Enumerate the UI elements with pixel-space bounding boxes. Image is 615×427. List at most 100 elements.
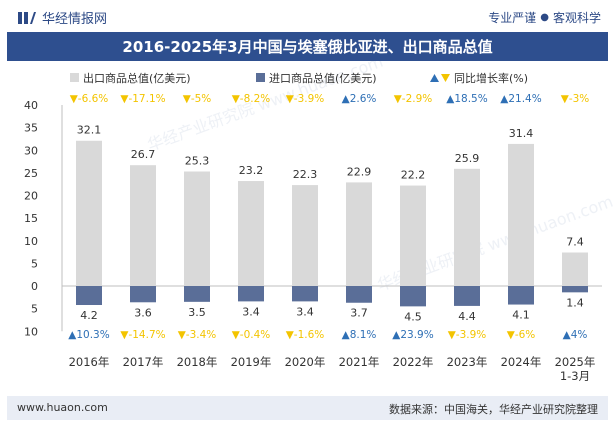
x-tick-label: 2021年 [339, 355, 380, 369]
import-growth-label: ▼-0.4% [232, 329, 271, 341]
export-bar[interactable] [292, 185, 318, 286]
export-bar[interactable] [562, 252, 588, 286]
brand[interactable]: 华经情报网 [18, 8, 107, 27]
website-link[interactable]: www.huaon.com [17, 401, 108, 414]
chart-title-bar: 2016-2025年3月中国与埃塞俄比亚进、出口商品总值 [7, 32, 608, 61]
export-growth-label: ▲21.4% [500, 93, 541, 105]
import-bar[interactable] [454, 286, 480, 306]
export-bar[interactable] [508, 143, 534, 286]
export-growth-label: ▼-6.6% [70, 93, 109, 105]
import-growth-label: ▲4% [563, 329, 588, 341]
y-tick-label: 20 [24, 190, 38, 203]
import-bar[interactable] [184, 286, 210, 302]
import-growth-label: ▼-1.6% [286, 329, 325, 341]
import-bar[interactable] [562, 286, 588, 293]
x-tick-label: 2017年 [123, 355, 164, 369]
import-bar[interactable] [76, 286, 102, 306]
y-tick-label: 10 [24, 325, 38, 338]
export-value-label: 32.1 [77, 124, 102, 137]
import-bar[interactable] [400, 286, 426, 307]
bars [76, 140, 588, 307]
import-growth-label: ▼-14.7% [120, 329, 165, 341]
export-bar[interactable] [184, 171, 210, 286]
slogan-left: 专业严谨 [488, 11, 537, 25]
legend-import-swatch [256, 73, 265, 82]
y-tick-label: 15 [24, 212, 38, 225]
import-value-label: 4.5 [404, 310, 422, 323]
slogan-separator: ● [540, 12, 549, 23]
y-tick-label: 30 [24, 144, 38, 157]
legend-growth-label: 同比增长率(%) [454, 71, 528, 85]
export-bar[interactable] [400, 185, 426, 286]
y-tick-label: 10 [24, 235, 38, 248]
export-growth-label: ▼-5% [183, 93, 212, 105]
export-value-label: 22.2 [401, 169, 426, 182]
chart: 华经产业研究院 www.huaon.com 华经产业研究院 www.huaon.… [24, 61, 615, 383]
export-value-label: 7.4 [566, 236, 584, 249]
x-tick-label: 2018年 [177, 355, 218, 369]
export-growth-label: ▼-3% [561, 93, 590, 105]
x-tick-label: 2016年 [69, 355, 110, 369]
export-growth-label: ▼-3.9% [286, 93, 325, 105]
y-tick-label: 35 [24, 122, 38, 135]
export-growth-label: ▼-17.1% [120, 93, 165, 105]
export-bar[interactable] [346, 182, 372, 286]
export-bar[interactable] [238, 181, 264, 286]
x-tick-label: 2022年 [393, 355, 434, 369]
export-value-label: 26.7 [131, 148, 156, 161]
x-tick-label: 2023年 [447, 355, 488, 369]
legend-down-arrow-icon [441, 74, 450, 82]
y-tick-label: 0 [31, 280, 38, 293]
watermark: 华经产业研究院 www.huaon.com 华经产业研究院 www.huaon.… [145, 61, 615, 295]
footer: www.huaon.com 数据来源：中国海关，华经产业研究院整理 [7, 396, 608, 420]
import-value-label: 3.7 [350, 307, 368, 320]
y-tick-label: 5 [31, 257, 38, 270]
import-bar[interactable] [508, 286, 534, 305]
import-value-label: 4.2 [80, 309, 98, 322]
import-value-label: 3.4 [296, 305, 314, 318]
y-tick-label: 25 [24, 167, 38, 180]
y-tick-label: 40 [24, 99, 38, 112]
import-bar[interactable] [346, 286, 372, 303]
import-growth-label: ▲8.1% [342, 329, 377, 341]
export-bar[interactable] [76, 140, 102, 286]
import-growth-label: ▲23.9% [392, 329, 433, 341]
export-growth-label: ▲18.5% [446, 93, 487, 105]
export-bar[interactable] [454, 168, 480, 286]
top-bar: 华经情报网 专业严谨 ● 客观科学 [0, 0, 615, 32]
export-growth-label: ▼-8.2% [232, 93, 271, 105]
import-value-label: 1.4 [566, 296, 584, 309]
import-bar[interactable] [238, 286, 264, 302]
x-tick-label: 2024年 [501, 355, 542, 369]
export-value-label: 22.3 [293, 168, 318, 181]
import-value-label: 4.1 [512, 309, 530, 322]
export-growth-label: ▲2.6% [342, 93, 377, 105]
export-value-label: 25.9 [455, 152, 480, 165]
import-value-label: 3.6 [134, 306, 152, 319]
export-value-label: 23.2 [239, 164, 264, 177]
legend-import-label: 进口商品总值(亿美元) [269, 71, 377, 85]
x-tick-label: 2019年 [231, 355, 272, 369]
slogan: 专业严谨 ● 客观科学 [488, 9, 601, 26]
data-source: 数据来源：中国海关，华经产业研究院整理 [389, 403, 598, 416]
import-value-label: 4.4 [458, 310, 476, 323]
export-value-label: 22.9 [347, 165, 372, 178]
import-growth-label: ▲10.3% [68, 329, 109, 341]
y-axis: 40 35 30 25 20 15 10 5 0 5 10 [24, 99, 602, 338]
import-growth-label: ▼-3.9% [448, 329, 487, 341]
legend: 出口商品总值(亿美元) 进口商品总值(亿美元) 同比增长率(%) [70, 71, 528, 85]
x-tick-label: 2025年 1-3月 [555, 355, 596, 383]
legend-export-label: 出口商品总值(亿美元) [83, 71, 191, 85]
legend-up-arrow-icon [430, 74, 439, 82]
brand-name: 华经情报网 [42, 12, 108, 27]
export-growth-label: ▼-2.9% [394, 93, 433, 105]
export-value-label: 25.3 [185, 155, 210, 168]
logo-icon [18, 11, 36, 24]
import-growth-label: ▼-3.4% [178, 329, 217, 341]
y-tick-label: 5 [31, 303, 38, 316]
import-bar[interactable] [292, 286, 318, 302]
export-value-label: 31.4 [509, 127, 534, 140]
legend-export-swatch [70, 73, 79, 82]
import-bar[interactable] [130, 286, 156, 303]
export-bar[interactable] [130, 165, 156, 286]
